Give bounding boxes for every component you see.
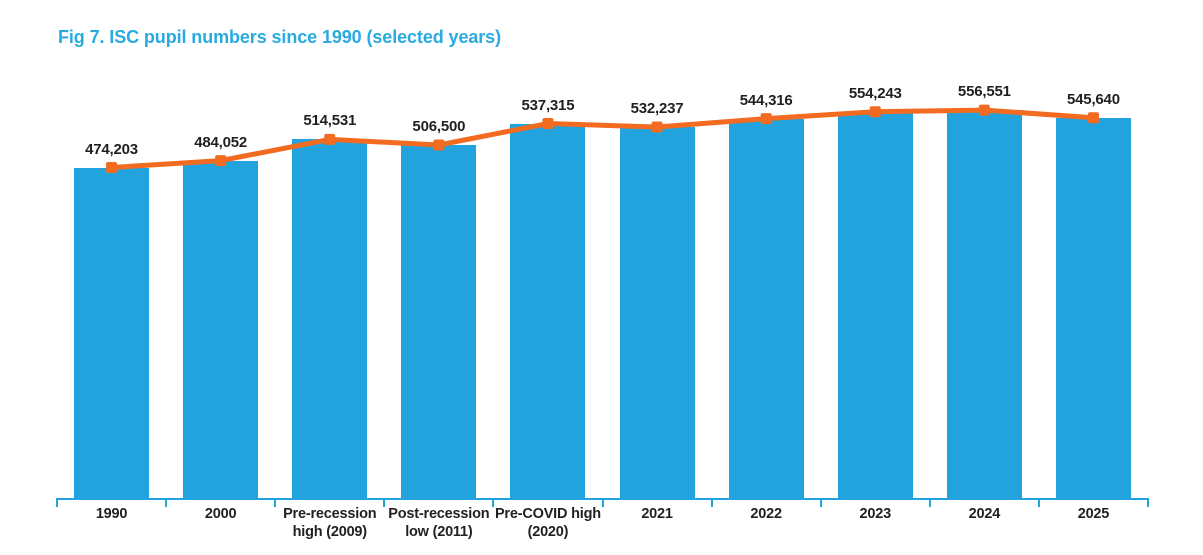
x-axis-tick <box>710 498 713 507</box>
x-axis-tick <box>819 498 822 507</box>
x-axis-label-line: Post-recession <box>388 506 490 522</box>
x-axis-tick <box>165 498 168 507</box>
bar <box>728 118 804 498</box>
x-axis-label-line: 2000 <box>204 506 237 522</box>
bar-value-label: 537,315 <box>521 96 575 114</box>
bar <box>946 110 1022 498</box>
bar-value-label: 474,203 <box>85 140 138 158</box>
bar-value-label: 544,316 <box>739 91 793 109</box>
bar-value-label: 484,052 <box>194 133 248 151</box>
x-axis-label-line: high (2009) <box>292 524 368 540</box>
bar <box>1055 117 1131 498</box>
bar <box>510 123 586 498</box>
x-axis-label: Pre-COVID high (2020) <box>482 505 614 541</box>
bar-value-label: 532,237 <box>630 100 684 118</box>
x-axis-label: 2025 <box>1027 505 1159 523</box>
bar <box>619 127 695 498</box>
x-axis-label-line: 1990 <box>95 506 128 522</box>
x-axis-label-line: Pre-recession <box>283 506 377 522</box>
x-axis-tick <box>1147 498 1149 507</box>
bar <box>292 139 368 498</box>
x-axis-label-line: 2022 <box>750 506 782 522</box>
bar <box>837 111 913 498</box>
x-axis-label: 2021 <box>591 505 723 523</box>
bar-value-label: 556,551 <box>957 83 1011 101</box>
x-axis-tick <box>928 498 931 507</box>
bar <box>74 167 150 498</box>
bar-value-label: 514,531 <box>303 112 357 130</box>
x-axis-tick <box>601 498 604 507</box>
x-axis-label-line: 2023 <box>859 506 892 522</box>
x-axis-label-line: 2024 <box>968 506 1001 522</box>
bar-value-label: 554,243 <box>848 84 902 102</box>
bar <box>183 160 259 498</box>
bar <box>401 144 477 498</box>
x-axis-label-line: 2025 <box>1077 506 1110 522</box>
x-axis-label: 2000 <box>155 505 287 523</box>
x-axis-label: Pre-recession high (2009) <box>264 505 396 541</box>
x-axis-tick <box>274 498 277 507</box>
bar-value-label: 545,640 <box>1067 90 1120 108</box>
x-axis-tick <box>56 498 58 507</box>
x-axis-label-line: low (2011) <box>405 524 473 540</box>
x-axis-label: 2022 <box>700 505 832 523</box>
x-axis-label-line: 2021 <box>641 506 673 522</box>
bar-value-label: 506,500 <box>412 117 466 135</box>
chart-title: Fig 7. ISC pupil numbers since 1990 (sel… <box>58 27 501 47</box>
x-axis-tick <box>1037 498 1040 507</box>
x-axis-label: Post-recession low (2011) <box>373 505 505 541</box>
x-axis-label: 2023 <box>809 505 941 523</box>
x-axis-label: 2024 <box>918 505 1050 523</box>
x-axis-label: 1990 <box>46 505 178 523</box>
x-axis-label-line: (2020) <box>527 524 569 540</box>
x-axis-tick <box>492 498 495 507</box>
x-axis-tick <box>383 498 386 507</box>
x-axis-label-line: Pre-COVID high <box>494 506 601 522</box>
